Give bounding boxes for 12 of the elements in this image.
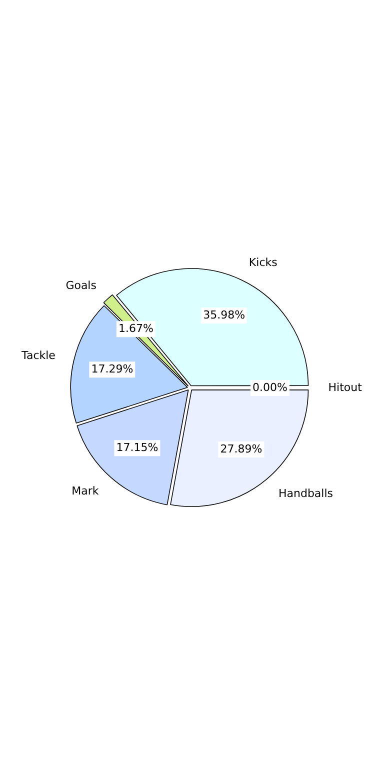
data-label: 35.98% (203, 308, 246, 322)
slice-label: Kicks (248, 256, 278, 269)
slice-label: Handballs (278, 487, 334, 500)
slice-label: Tackle (20, 349, 56, 362)
data-label: 17.15% (116, 440, 158, 454)
data-label: 27.89% (220, 442, 262, 456)
data-label: 17.29% (91, 362, 134, 376)
data-label: 1.67% (118, 322, 154, 335)
text: 0.00% (252, 380, 288, 394)
slice-label: Mark (72, 484, 100, 498)
category-label: Hitout (328, 380, 362, 394)
slice-label: Goals (66, 279, 97, 292)
